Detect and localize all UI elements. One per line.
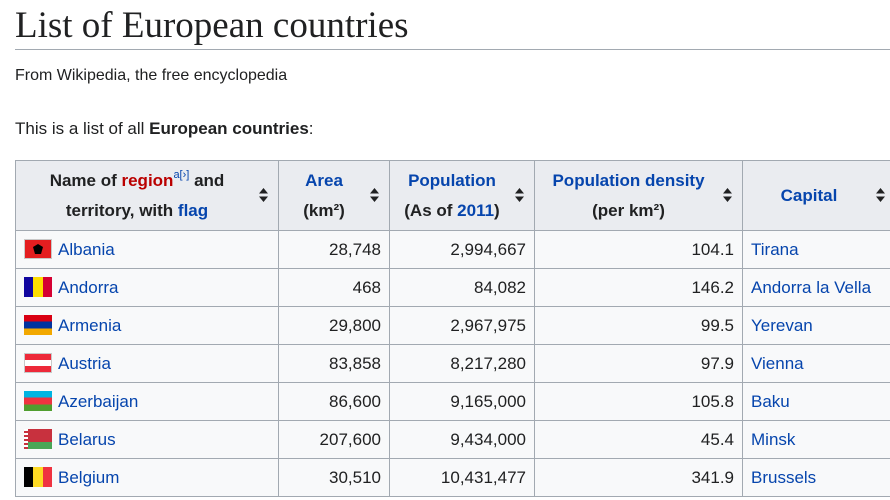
sort-arrows-icon[interactable] bbox=[370, 188, 379, 202]
cell-population: 2,967,975 bbox=[389, 306, 535, 345]
area-unit: (km²) bbox=[303, 200, 345, 220]
capital-link[interactable]: Brussels bbox=[751, 467, 817, 487]
cell-area: 29,800 bbox=[278, 306, 390, 345]
armenia-flag-icon[interactable] bbox=[24, 315, 52, 335]
header-name[interactable]: Name of regiona[›] and territory, with f… bbox=[15, 160, 279, 231]
intro-paragraph: This is a list of all European countries… bbox=[15, 119, 890, 141]
capital-link[interactable]: Tirana bbox=[751, 239, 799, 259]
austria-flag-icon[interactable] bbox=[24, 353, 52, 373]
flag-link[interactable]: flag bbox=[177, 200, 209, 220]
cell-area: 83,858 bbox=[278, 344, 390, 383]
belgium-flag-icon[interactable] bbox=[24, 467, 52, 487]
table-row: Andorra 468 84,082 146.2 Andorra la Vella bbox=[15, 268, 890, 307]
cell-capital: Baku bbox=[742, 382, 890, 421]
cell-capital: Tirana bbox=[742, 230, 890, 269]
cell-country: Belarus bbox=[15, 420, 279, 459]
cell-density: 99.5 bbox=[534, 306, 743, 345]
header-name-text-2: and territory, with bbox=[65, 170, 225, 220]
header-density[interactable]: Population density (per km²) bbox=[534, 160, 743, 231]
site-tagline: From Wikipedia, the free encyclopedia bbox=[15, 67, 288, 84]
cell-country: Armenia bbox=[15, 306, 279, 345]
cell-area: 468 bbox=[278, 268, 390, 307]
cell-capital: Minsk bbox=[742, 420, 890, 459]
cell-density: 45.4 bbox=[534, 420, 743, 459]
header-capital[interactable]: Capital bbox=[742, 160, 890, 231]
country-link[interactable]: Armenia bbox=[58, 316, 122, 335]
country-link[interactable]: Albania bbox=[58, 240, 115, 259]
cell-density: 104.1 bbox=[534, 230, 743, 269]
article: List of European countries From Wikipedi… bbox=[15, 0, 890, 141]
density-link[interactable]: Population density bbox=[552, 170, 705, 190]
density-unit: (per km²) bbox=[592, 200, 665, 220]
azerbaijan-flag-icon[interactable] bbox=[24, 391, 52, 411]
cell-area: 28,748 bbox=[278, 230, 390, 269]
table-row: Azerbaijan 86,600 9,165,000 105.8 Baku bbox=[15, 382, 890, 421]
albania-flag-icon[interactable] bbox=[24, 239, 52, 259]
capital-link[interactable]: Minsk bbox=[751, 429, 796, 449]
table-row: Austria 83,858 8,217,280 97.9 Vienna bbox=[15, 344, 890, 383]
cell-country: Azerbaijan bbox=[15, 382, 279, 421]
year-2011-link[interactable]: 2011 bbox=[457, 200, 495, 220]
belarus-flag-icon[interactable] bbox=[24, 429, 52, 449]
sort-arrows-icon[interactable] bbox=[876, 188, 885, 202]
capital-link[interactable]: Andorra la Vella bbox=[751, 277, 872, 297]
population-suffix: ) bbox=[494, 200, 500, 220]
cell-population: 84,082 bbox=[389, 268, 535, 307]
note-a-link[interactable]: a[›] bbox=[173, 168, 190, 181]
intro-text: This is a list of all bbox=[15, 119, 150, 138]
cell-area: 30,510 bbox=[278, 458, 390, 497]
region-link[interactable]: region bbox=[121, 170, 174, 190]
country-link[interactable]: Belarus bbox=[58, 430, 116, 449]
intro-suffix: : bbox=[308, 119, 314, 138]
cell-capital: Vienna bbox=[742, 344, 890, 383]
countries-table: Name of regiona[›] and territory, with f… bbox=[15, 160, 890, 497]
cell-density: 146.2 bbox=[534, 268, 743, 307]
table-row: Armenia 29,800 2,967,975 99.5 Yerevan bbox=[15, 306, 890, 345]
cell-population: 9,434,000 bbox=[389, 420, 535, 459]
table-row: Belgium 30,510 10,431,477 341.9 Brussels bbox=[15, 458, 890, 497]
cell-country: Belgium bbox=[15, 458, 279, 497]
table-row: Albania 28,748 2,994,667 104.1 Tirana bbox=[15, 230, 890, 269]
header-name-text: Name of bbox=[49, 170, 122, 190]
capital-header-text: Capital bbox=[780, 185, 838, 205]
table-row: Belarus 207,600 9,434,000 45.4 Minsk bbox=[15, 420, 890, 459]
cell-population: 2,994,667 bbox=[389, 230, 535, 269]
header-area[interactable]: Area (km²) bbox=[278, 160, 390, 231]
intro-bold-text: European countries bbox=[149, 119, 309, 138]
population-prefix: (As of bbox=[404, 200, 458, 220]
cell-country: Andorra bbox=[15, 268, 279, 307]
sort-arrows-icon[interactable] bbox=[259, 188, 268, 202]
cell-area: 207,600 bbox=[278, 420, 390, 459]
area-link[interactable]: Area bbox=[305, 170, 343, 190]
cell-capital: Yerevan bbox=[742, 306, 890, 345]
sort-arrows-icon[interactable] bbox=[723, 188, 732, 202]
country-link[interactable]: Austria bbox=[58, 354, 111, 373]
table-header-row: Name of regiona[›] and territory, with f… bbox=[15, 160, 890, 231]
header-population[interactable]: Population (As of 2011) bbox=[389, 160, 535, 231]
capital-link[interactable]: Vienna bbox=[751, 353, 804, 373]
country-link[interactable]: Andorra bbox=[58, 278, 119, 297]
capital-link[interactable]: Yerevan bbox=[751, 315, 813, 335]
cell-capital: Brussels bbox=[742, 458, 890, 497]
cell-density: 97.9 bbox=[534, 344, 743, 383]
country-link[interactable]: Belgium bbox=[58, 468, 120, 487]
cell-population: 9,165,000 bbox=[389, 382, 535, 421]
cell-population: 10,431,477 bbox=[389, 458, 535, 497]
country-link[interactable]: Azerbaijan bbox=[58, 392, 139, 411]
population-link[interactable]: Population bbox=[408, 170, 496, 190]
cell-country: Austria bbox=[15, 344, 279, 383]
page-title: List of European countries bbox=[15, 0, 890, 50]
cell-country: Albania bbox=[15, 230, 279, 269]
cell-area: 86,600 bbox=[278, 382, 390, 421]
cell-density: 105.8 bbox=[534, 382, 743, 421]
cell-population: 8,217,280 bbox=[389, 344, 535, 383]
sort-arrows-icon[interactable] bbox=[515, 188, 524, 202]
cell-density: 341.9 bbox=[534, 458, 743, 497]
cell-capital: Andorra la Vella bbox=[742, 268, 890, 307]
capital-link[interactable]: Baku bbox=[751, 391, 790, 411]
andorra-flag-icon[interactable] bbox=[24, 277, 52, 297]
